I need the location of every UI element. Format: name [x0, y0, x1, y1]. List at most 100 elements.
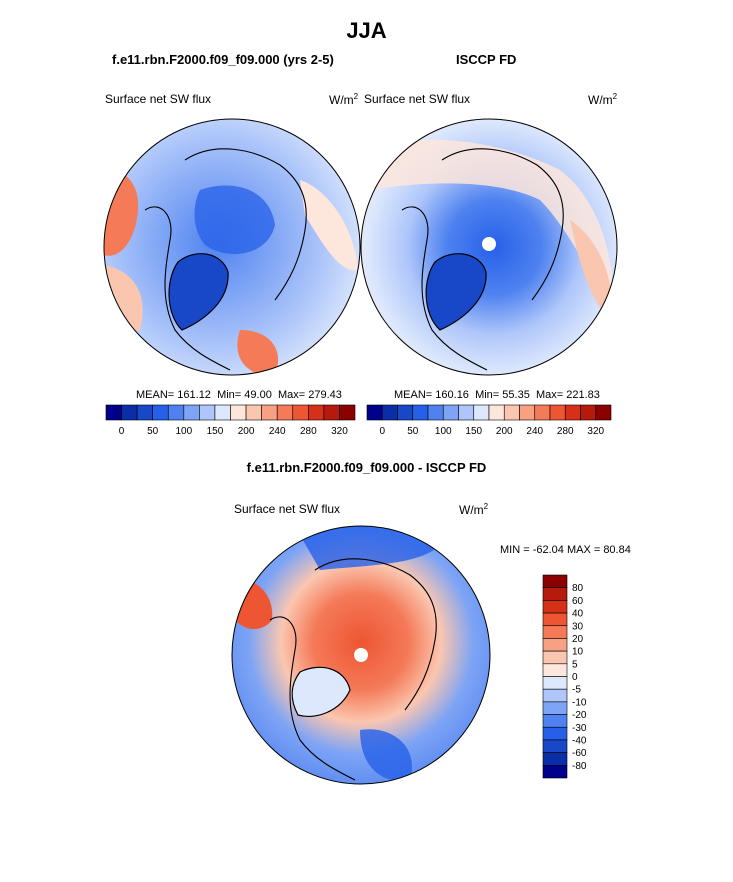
panel3-title: f.e11.rbn.F2000.f09_f09.000 - ISCCP FD: [246, 460, 487, 475]
panel1-colorbar-tick-label: 100: [175, 426, 192, 437]
panel1-colorbar-swatch: [121, 404, 138, 421]
panel1-colorbar-swatch: [292, 404, 309, 421]
panel1-colorbar-swatch: [105, 404, 122, 421]
panel1-units-base: W/m: [329, 93, 354, 107]
panel2-colorbar-swatch: [488, 404, 505, 421]
panel1-variable-label: Surface net SW flux: [105, 92, 212, 106]
panel2-mean-label: MEAN=: [394, 389, 433, 401]
panel2-colorbar-tick-label: 280: [557, 426, 574, 437]
panel3-colorbar-swatch: [542, 612, 568, 627]
panel2-colorbar-swatch: [549, 404, 566, 421]
panel3-cold-patch-north: [300, 526, 440, 570]
panel3-colorbar-tick-label: 60: [572, 596, 584, 607]
panel3-colorbar-tick-label: 10: [572, 647, 584, 658]
panel3-colorbar-swatch: [542, 663, 568, 677]
panel2-max-value: 221.83: [566, 389, 600, 401]
panel3-colorbar-tick-label: -20: [572, 710, 587, 721]
panel2-colorbar-swatch: [595, 404, 612, 421]
panel2-colorbar-swatch: [381, 404, 398, 421]
panel2-colorbar-swatch: [580, 404, 597, 421]
panel2-colorbar-swatch: [534, 404, 551, 421]
panel2-polar-map: [360, 118, 618, 376]
panel2-greenland: [425, 253, 487, 331]
panel1-outline: [103, 118, 361, 376]
panel1-polar-map: [103, 118, 361, 376]
panel1-colorbar-tick-label: 50: [147, 426, 159, 437]
panel2-colorbar-swatch: [503, 404, 520, 421]
panel1-stats: MEAN= 161.12 Min= 49.00 Max= 279.43: [136, 389, 342, 401]
colorbars: 0 50 100 150 200 240 280 320 0 50 100 150 200 240 280 3…: [105, 404, 612, 779]
panel3-colorbar-tick-label: -10: [572, 697, 587, 708]
panel3-colorbar-tick-label: 0: [572, 672, 578, 683]
panel2-colorbar-tick-label: 200: [496, 426, 513, 437]
panel1-colorbar-swatch: [276, 404, 294, 421]
panel1-warm-patch-south: [237, 330, 279, 375]
panel3-colorbar-swatch: [542, 650, 568, 665]
panel3-colorbar-tick-label: -60: [572, 748, 587, 759]
panel1-colorbar-swatch: [261, 404, 278, 421]
panel3-colorbar-tick-label: 40: [572, 609, 584, 620]
panel2-colorbar-swatch: [366, 404, 383, 421]
panel3-colorbar-tick-label: -80: [572, 761, 587, 772]
panel3-units-base: W/m: [459, 503, 484, 517]
panel3-colorbar-swatch: [542, 587, 568, 601]
panel1-colorbar-swatch: [323, 404, 340, 421]
panel2-colorbar-tick-label: 320: [587, 426, 604, 437]
panel3-colorbar-tick-label: 20: [572, 634, 584, 645]
panel1-colorbar-tick-label: 240: [269, 426, 286, 437]
panel3-colorbar-swatch: [542, 638, 568, 652]
panel1-mean-value: 161.12: [177, 389, 211, 401]
panel3-colorbar-swatch: [542, 600, 568, 614]
panel2-units: W/m2: [588, 92, 617, 107]
panel3-units: W/m2: [459, 502, 488, 517]
panel1-arctic-core: [194, 185, 275, 255]
panel3-colorbar-swatch: [542, 714, 568, 728]
panel2-coast-eurasia: [441, 148, 564, 301]
panel3-pole-mask: [354, 648, 368, 662]
panel1-units-exp: 2: [353, 92, 359, 101]
panel2-outline: [360, 118, 618, 376]
panel1-greenland: [168, 253, 229, 331]
panel1-colorbar-tick-label: 200: [238, 426, 255, 437]
panel3-variable-label: Surface net SW flux: [234, 502, 341, 516]
panel3-outline: [231, 525, 491, 785]
panel2-warm-patch-east: [570, 220, 613, 320]
panel1-coast-america: [144, 206, 231, 371]
panel3-colorbar-swatch: [542, 688, 568, 703]
panel2-colorbar-tick-label: 240: [526, 426, 543, 437]
panel1-colorbar-tick-label: 150: [207, 426, 224, 437]
panel3-polar-map: [231, 525, 491, 785]
panel2-mean-value: 160.16: [435, 389, 469, 401]
panel1-colorbar-swatch: [183, 404, 200, 421]
panel1-warm-patch-east: [300, 180, 358, 271]
panel1-colorbar-swatch: [230, 404, 247, 421]
panel2-variable-label: Surface net SW flux: [364, 92, 471, 106]
panel1-colorbar-swatch: [167, 404, 185, 421]
panel3-colorbar-swatch: [542, 752, 568, 766]
panel1-max-value: 279.43: [308, 389, 342, 401]
panel1-coast-eurasia: [184, 148, 307, 301]
panel3-stats: MIN = -62.04 MAX = 80.84: [500, 544, 631, 556]
panel2-max-label: Max=: [535, 389, 564, 401]
panel1-max-label: Max=: [277, 389, 306, 401]
panel3-colorbar-swatch: [542, 574, 568, 588]
panel2-colorbar-tick-label: 100: [435, 426, 452, 437]
panel2-colorbar-swatch: [458, 404, 475, 421]
panel2-title: ISCCP FD: [456, 52, 517, 67]
panel2-colorbar-swatch: [473, 404, 490, 421]
panel3-colorbar-swatch: [542, 625, 568, 639]
panel3-colorbar-tick-label: -30: [572, 723, 587, 734]
panel3-greenland: [291, 666, 351, 717]
panel3-coast-america: [269, 616, 356, 781]
panel2-colorbar-swatch: [412, 404, 429, 421]
panel3-colorbar-tick-label: 80: [572, 583, 584, 594]
panel3-cold-patch-south: [360, 729, 412, 781]
panel3-colorbar-swatch: [542, 765, 568, 779]
panel3-colorbar-tick-label: -40: [572, 735, 587, 746]
panel2-colorbar-swatch: [564, 404, 581, 421]
panel2-min-label: Min=: [475, 389, 500, 401]
panel1-min-label: Min=: [217, 389, 242, 401]
panel1-colorbar-swatch: [214, 404, 231, 421]
panel1-colorbar-swatch: [245, 404, 262, 421]
